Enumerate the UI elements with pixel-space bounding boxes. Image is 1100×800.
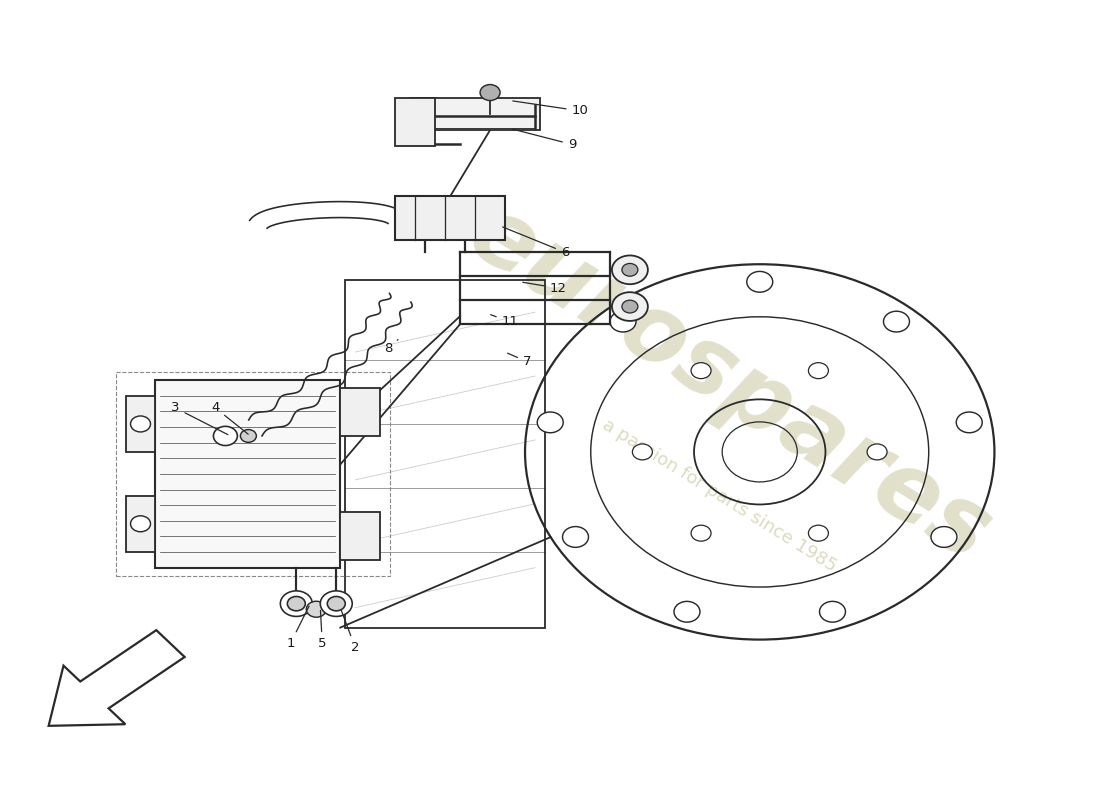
Circle shape — [747, 271, 772, 292]
Text: 6: 6 — [503, 227, 569, 258]
FancyBboxPatch shape — [395, 98, 436, 146]
Circle shape — [808, 362, 828, 378]
Circle shape — [131, 516, 151, 532]
Circle shape — [241, 430, 256, 442]
FancyBboxPatch shape — [125, 496, 155, 552]
Circle shape — [621, 300, 638, 313]
Circle shape — [320, 591, 352, 617]
Text: 3: 3 — [172, 402, 228, 434]
Circle shape — [808, 525, 828, 541]
Circle shape — [691, 525, 711, 541]
FancyBboxPatch shape — [410, 98, 540, 130]
Text: 4: 4 — [211, 402, 249, 434]
Circle shape — [612, 292, 648, 321]
FancyBboxPatch shape — [395, 196, 505, 240]
Text: 10: 10 — [513, 101, 588, 118]
Polygon shape — [48, 630, 185, 726]
Circle shape — [867, 444, 887, 460]
Circle shape — [956, 412, 982, 433]
Circle shape — [131, 416, 151, 432]
Circle shape — [213, 426, 238, 446]
Circle shape — [280, 591, 312, 617]
Text: 9: 9 — [513, 129, 576, 151]
Circle shape — [562, 526, 588, 547]
Text: 5: 5 — [318, 610, 327, 650]
Text: eurospares: eurospares — [452, 186, 1008, 582]
Circle shape — [883, 311, 910, 332]
FancyBboxPatch shape — [155, 380, 340, 568]
FancyBboxPatch shape — [340, 388, 381, 436]
FancyBboxPatch shape — [340, 512, 381, 560]
Circle shape — [610, 311, 636, 332]
Text: 8: 8 — [384, 339, 398, 354]
Circle shape — [328, 597, 345, 611]
Circle shape — [612, 255, 648, 284]
Text: a passion for parts since 1985: a passion for parts since 1985 — [600, 416, 840, 576]
Text: 11: 11 — [491, 314, 518, 328]
Circle shape — [306, 602, 327, 618]
FancyBboxPatch shape — [125, 396, 155, 452]
Circle shape — [537, 412, 563, 433]
Text: 1: 1 — [286, 606, 309, 650]
Text: 12: 12 — [522, 282, 566, 294]
Text: 2: 2 — [341, 610, 360, 654]
Circle shape — [820, 602, 846, 622]
Circle shape — [691, 362, 711, 378]
Circle shape — [480, 85, 501, 101]
Circle shape — [674, 602, 700, 622]
Circle shape — [287, 597, 306, 611]
Circle shape — [931, 526, 957, 547]
Circle shape — [632, 444, 652, 460]
Circle shape — [621, 263, 638, 276]
Text: 7: 7 — [507, 353, 531, 368]
